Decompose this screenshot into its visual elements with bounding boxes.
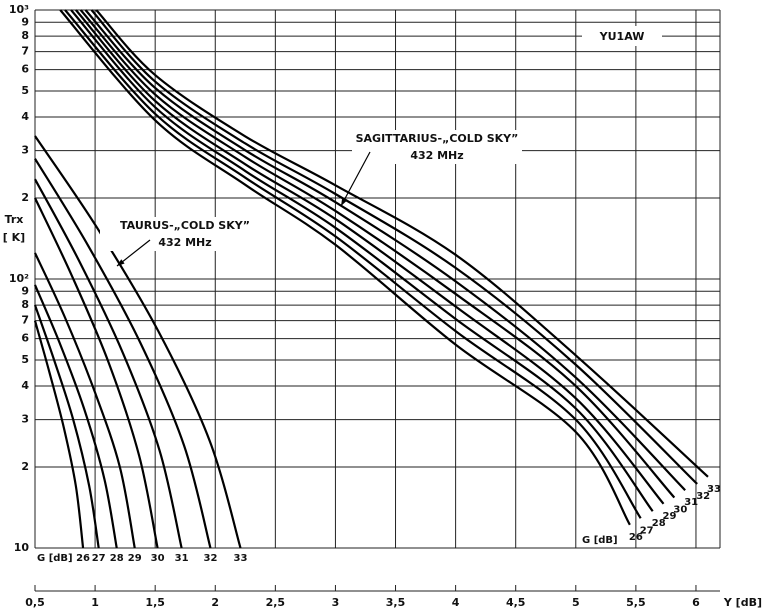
annotation: 432 MHz bbox=[410, 149, 463, 162]
annotation: TAURUS-„COLD SKY” bbox=[120, 219, 250, 232]
curve bbox=[64, 9, 642, 519]
y-tick-label: 9 bbox=[21, 284, 29, 297]
curve bbox=[34, 158, 212, 549]
annotation: SAGITTARIUS-„COLD SKY” bbox=[356, 132, 519, 145]
x-tick-label: 4,5 bbox=[506, 596, 526, 609]
curve bbox=[70, 9, 654, 512]
x-tick-label: 5,5 bbox=[626, 596, 646, 609]
curve-label: 28 bbox=[110, 553, 124, 564]
y-tick-label: 4 bbox=[21, 379, 29, 392]
y-tick-label: 7 bbox=[21, 45, 29, 58]
x-tick-label: 2 bbox=[211, 596, 219, 609]
series-label-title: G [dB] bbox=[582, 535, 618, 546]
x-tick-label: 3,5 bbox=[386, 596, 406, 609]
curve bbox=[59, 9, 631, 526]
x-tick-label: 0,5 bbox=[25, 596, 45, 609]
curve-label: 27 bbox=[640, 525, 654, 536]
x-tick-label: 4 bbox=[452, 596, 460, 609]
curve bbox=[34, 197, 159, 549]
curve bbox=[34, 135, 242, 549]
y-tick-label: 6 bbox=[21, 63, 29, 76]
arrowhead bbox=[341, 198, 347, 206]
annotation: 432 MHz bbox=[158, 236, 211, 249]
curve-label: 30 bbox=[151, 553, 165, 564]
arrowhead bbox=[117, 259, 125, 266]
y-tick-label: 5 bbox=[21, 353, 29, 366]
y-tick-label: 6 bbox=[21, 332, 29, 345]
leader bbox=[340, 151, 371, 207]
curve-label: 26 bbox=[76, 553, 90, 564]
curve bbox=[75, 9, 665, 505]
curve-label: 27 bbox=[92, 553, 106, 564]
curve-label: 26 bbox=[629, 532, 643, 543]
curve bbox=[33, 320, 85, 549]
y-tick-label: 9 bbox=[21, 15, 29, 28]
y-tick-label: 2 bbox=[21, 191, 29, 204]
watermark: YU1AW bbox=[599, 30, 645, 43]
y-tick-label: 4 bbox=[21, 110, 29, 123]
curve bbox=[34, 252, 136, 549]
y-axis-label: Trx bbox=[5, 213, 24, 226]
curve-label: 32 bbox=[696, 491, 710, 502]
y-tick-label: 10³ bbox=[9, 3, 29, 16]
curve bbox=[33, 284, 118, 549]
x-tick-label: 1 bbox=[91, 596, 99, 609]
curve-label: 33 bbox=[707, 484, 721, 495]
curve-label: 31 bbox=[684, 497, 698, 508]
curve-label: 29 bbox=[128, 553, 142, 564]
annotation-bg bbox=[100, 217, 270, 251]
curve bbox=[34, 178, 183, 549]
curve-label: 32 bbox=[203, 553, 217, 564]
curve-label: 30 bbox=[673, 505, 687, 516]
y-axis-label: [ K] bbox=[3, 231, 25, 244]
curve bbox=[79, 9, 676, 499]
x-tick-label: 1,5 bbox=[145, 596, 165, 609]
y-tick-label: 2 bbox=[21, 460, 29, 473]
y-tick-label: 10 bbox=[14, 541, 30, 554]
curve-label: 33 bbox=[234, 553, 248, 564]
x-tick-label: 5 bbox=[572, 596, 580, 609]
x-tick-label: 6 bbox=[692, 596, 700, 609]
watermark-bg bbox=[582, 26, 662, 46]
curve-label: 28 bbox=[652, 518, 666, 529]
curve-label: 31 bbox=[175, 553, 189, 564]
y-tick-label: 5 bbox=[21, 84, 29, 97]
curve bbox=[84, 9, 686, 491]
y-tick-label: 3 bbox=[21, 144, 29, 157]
curve bbox=[95, 9, 709, 478]
x-tick-label: 2,5 bbox=[266, 596, 286, 609]
y-tick-label: 8 bbox=[21, 29, 29, 42]
y-tick-label: 10² bbox=[9, 272, 29, 285]
annotation-bg bbox=[352, 130, 522, 164]
curve bbox=[90, 9, 698, 485]
x-axis-label: Y [dB] bbox=[723, 596, 762, 609]
curve bbox=[33, 304, 100, 549]
series-label-title: G [dB] bbox=[37, 553, 73, 564]
x-tick-label: 3 bbox=[332, 596, 340, 609]
y-tick-label: 3 bbox=[21, 413, 29, 426]
curve-label: 29 bbox=[663, 511, 677, 522]
y-tick-label: 8 bbox=[21, 298, 29, 311]
y-tick-label: 7 bbox=[21, 314, 29, 327]
